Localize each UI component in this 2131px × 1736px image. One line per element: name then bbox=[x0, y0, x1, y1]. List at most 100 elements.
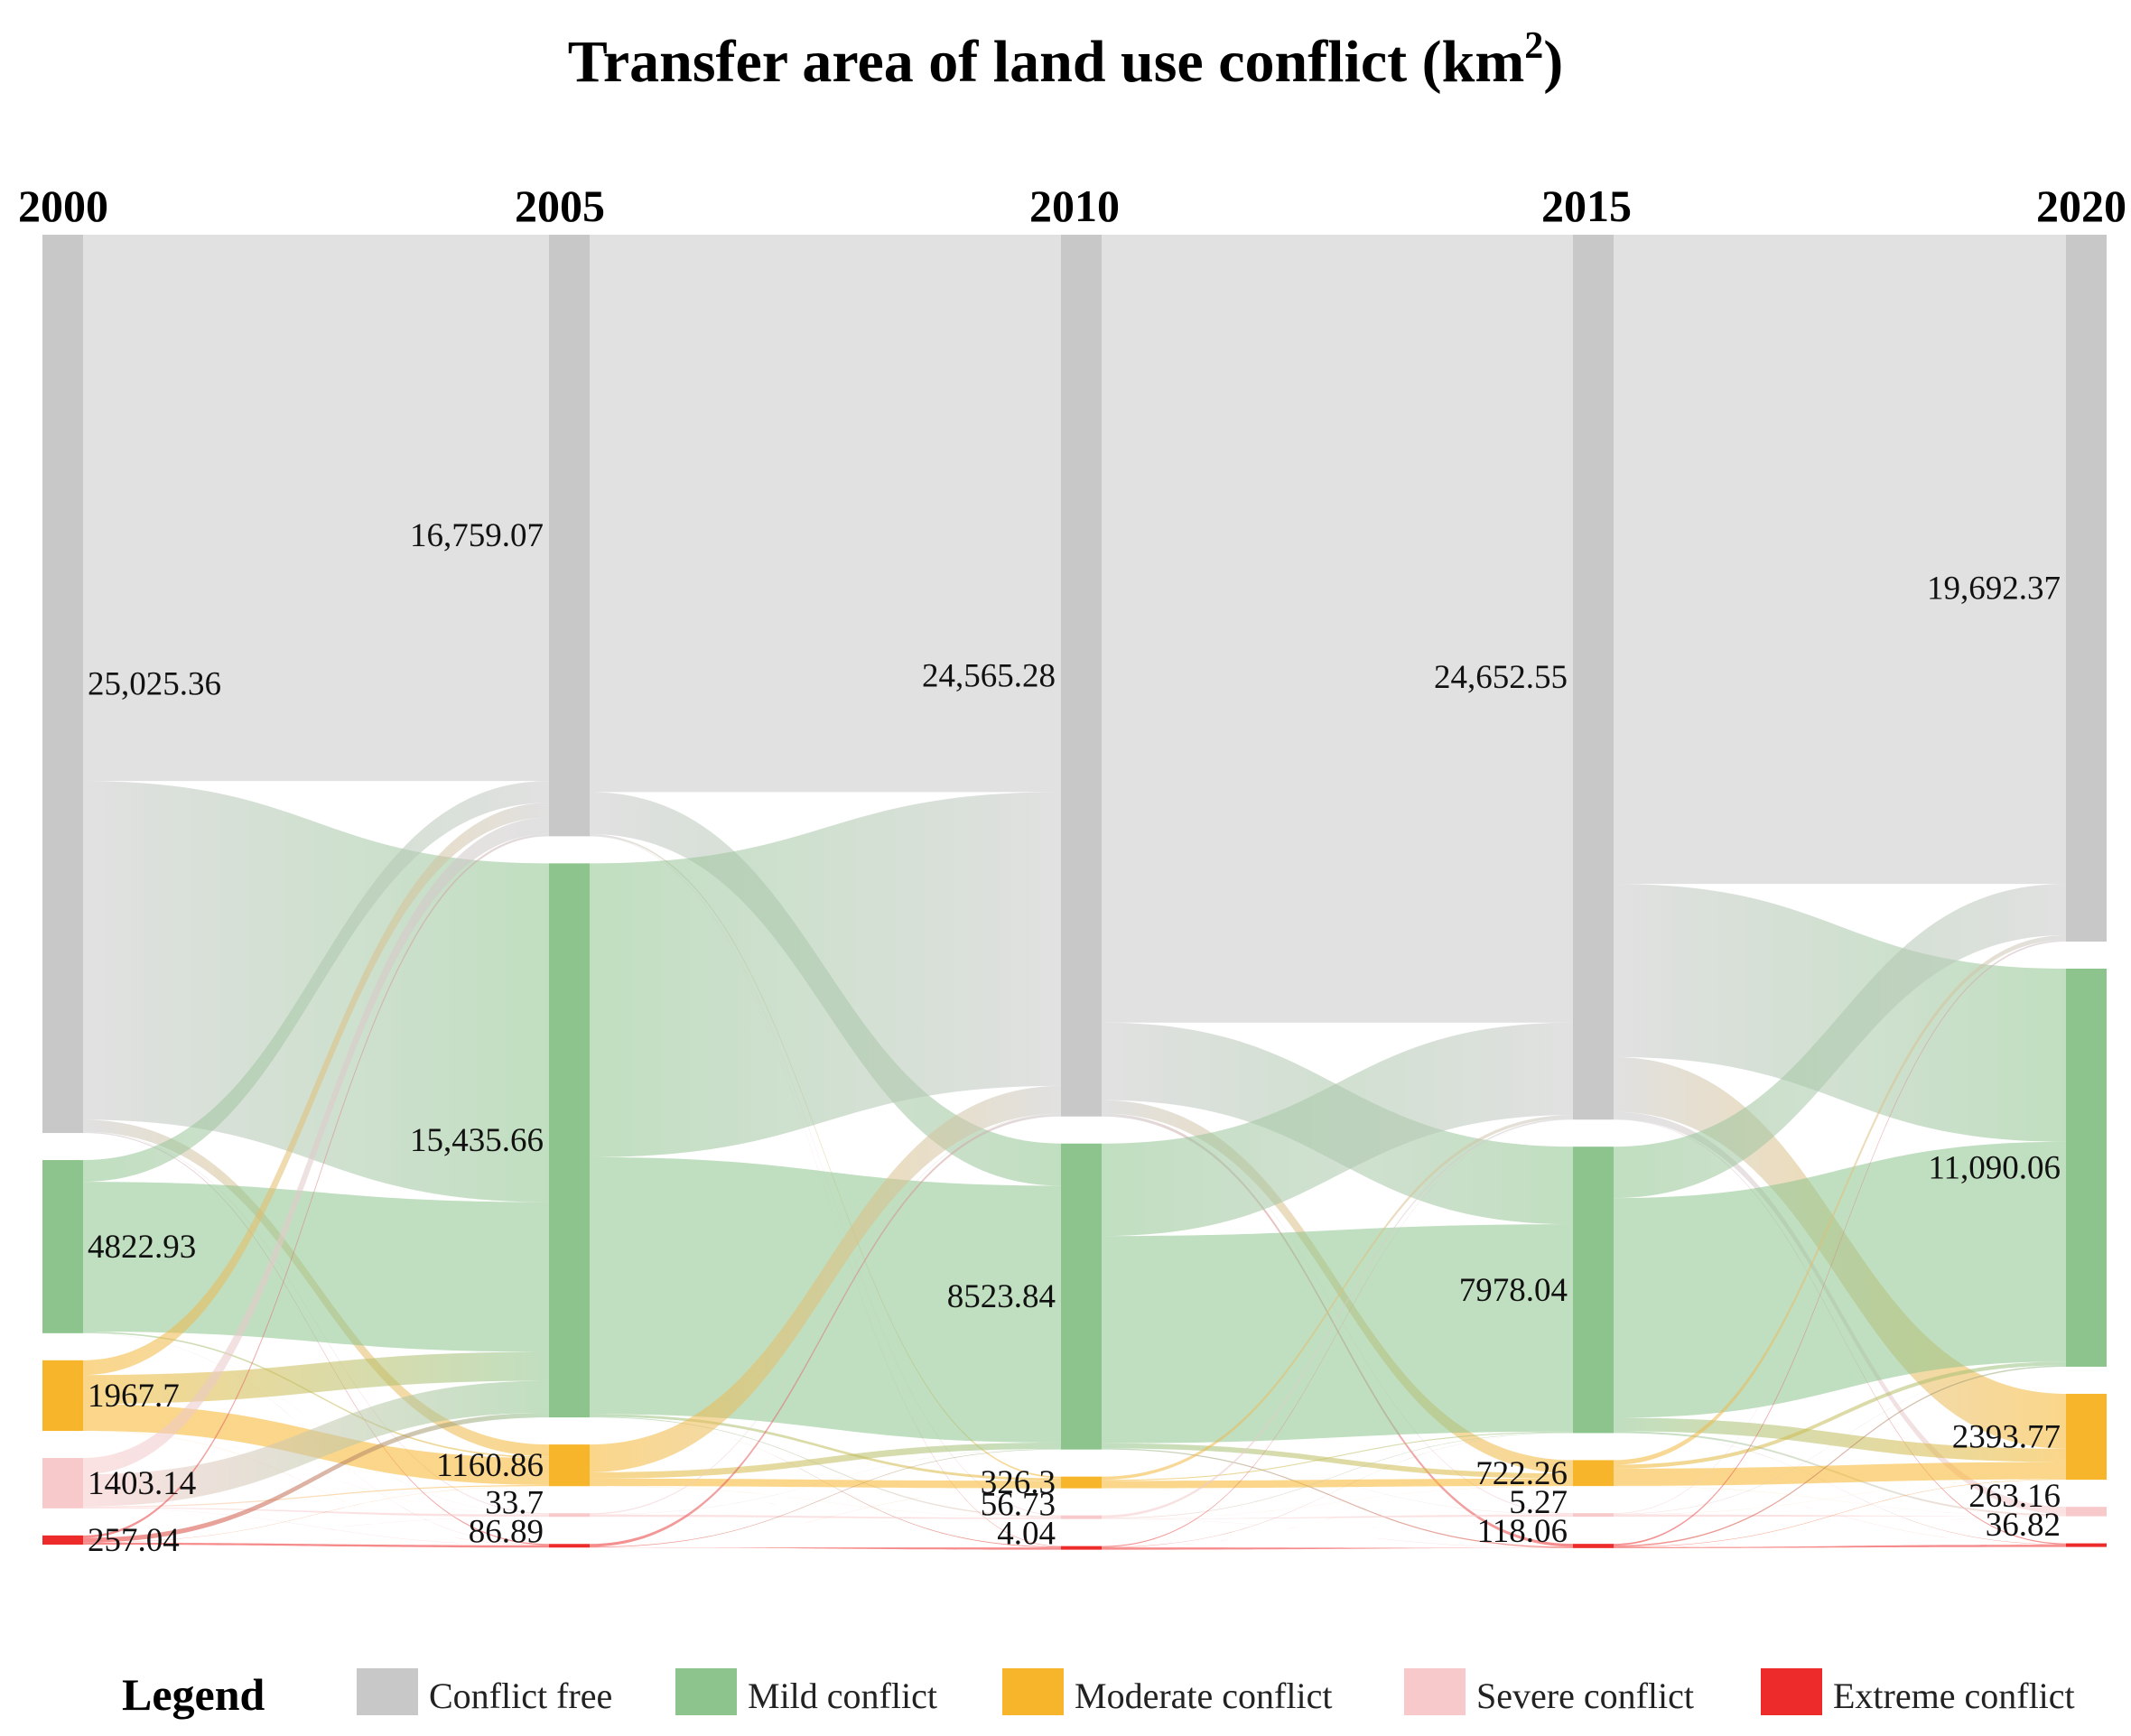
node-2015-conflict-free bbox=[1573, 235, 1614, 1120]
flow-2005-mild-conflict-to-2010-severe-conflict bbox=[590, 1416, 1061, 1518]
value-label-2010-severe-conflict: 56.73 bbox=[981, 1487, 1056, 1524]
node-2015-moderate-conflict bbox=[1573, 1460, 1614, 1487]
flow-2010-extreme-conflict-to-2015-mild-conflict bbox=[1102, 1433, 1573, 1548]
node-layer bbox=[42, 235, 2107, 1550]
value-label-2010-conflict-free: 24,565.28 bbox=[922, 657, 1056, 694]
flow-2005-extreme-conflict-to-2010-mild-conflict bbox=[590, 1449, 1061, 1548]
flow-2005-mild-conflict-to-2010-moderate-conflict bbox=[590, 1414, 1061, 1481]
flow-2010-mild-conflict-to-2015-extreme-conflict bbox=[1102, 1448, 1573, 1548]
legend-swatch-moderate-conflict bbox=[1002, 1668, 1064, 1715]
flow-2000-extreme-conflict-to-2005-extreme-conflict bbox=[83, 1542, 549, 1548]
flow-2015-extreme-conflict-to-2020-conflict-free bbox=[1614, 940, 2066, 1546]
flow-2010-severe-conflict-to-2015-mild-conflict bbox=[1102, 1432, 1573, 1519]
year-label-2005: 2005 bbox=[515, 181, 605, 231]
node-2005-moderate-conflict bbox=[549, 1444, 590, 1487]
year-label-2015: 2015 bbox=[1541, 181, 1632, 231]
value-label-2005-severe-conflict: 33.7 bbox=[485, 1484, 544, 1521]
flow-2005-severe-conflict-to-2010-severe-conflict bbox=[590, 1514, 1061, 1519]
value-label-2000-severe-conflict: 1403.14 bbox=[88, 1465, 196, 1502]
node-2010-extreme-conflict bbox=[1061, 1546, 1102, 1550]
legend-swatch-extreme-conflict bbox=[1761, 1668, 1822, 1715]
flow-2005-moderate-conflict-to-2010-mild-conflict bbox=[590, 1442, 1061, 1479]
node-2020-extreme-conflict bbox=[2066, 1543, 2107, 1547]
flow-2000-severe-conflict-to-2005-conflict-free bbox=[83, 817, 549, 1475]
value-label-2005-moderate-conflict: 1160.86 bbox=[436, 1447, 544, 1484]
flow-2015-extreme-conflict-to-2020-moderate-conflict bbox=[1614, 1479, 2066, 1547]
flow-2000-moderate-conflict-to-2005-severe-conflict bbox=[83, 1430, 549, 1515]
value-label-2020-conflict-free: 19,692.37 bbox=[1927, 570, 2061, 607]
flow-2010-severe-conflict-to-2015-moderate-conflict bbox=[1102, 1486, 1573, 1519]
flow-layer bbox=[83, 235, 2066, 1550]
node-2000-extreme-conflict bbox=[42, 1535, 83, 1546]
value-label-2015-severe-conflict: 5.27 bbox=[1509, 1484, 1568, 1521]
node-2005-severe-conflict bbox=[549, 1513, 590, 1518]
value-label-2020-extreme-conflict: 36.82 bbox=[1986, 1507, 2061, 1544]
flow-2000-severe-conflict-to-2005-mild-conflict bbox=[83, 1380, 549, 1507]
chart-title: Transfer area of land use conflict (km2) bbox=[568, 25, 1564, 95]
flow-2000-extreme-conflict-to-2005-severe-conflict bbox=[83, 1517, 549, 1543]
flow-2005-extreme-conflict-to-2010-moderate-conflict bbox=[590, 1488, 1061, 1548]
flow-2015-moderate-conflict-to-2020-severe-conflict bbox=[1614, 1485, 2066, 1517]
legend-label-mild-conflict: Mild conflict bbox=[748, 1676, 937, 1716]
value-label-2000-extreme-conflict: 257.04 bbox=[88, 1522, 180, 1559]
flow-2010-mild-conflict-to-2015-mild-conflict bbox=[1102, 1224, 1573, 1444]
flow-2010-mild-conflict-to-2015-moderate-conflict bbox=[1102, 1443, 1573, 1479]
flow-2000-extreme-conflict-to-2005-conflict-free bbox=[83, 833, 549, 1538]
flow-2000-severe-conflict-to-2005-moderate-conflict bbox=[83, 1484, 549, 1508]
flow-2010-extreme-conflict-to-2015-conflict-free bbox=[1102, 1119, 1573, 1547]
year-label-2020: 2020 bbox=[2036, 181, 2126, 231]
flow-2005-moderate-conflict-to-2010-severe-conflict bbox=[590, 1486, 1061, 1518]
value-label-2000-conflict-free: 25,025.36 bbox=[88, 666, 221, 703]
node-2020-severe-conflict bbox=[2066, 1507, 2107, 1517]
flow-2010-extreme-conflict-to-2015-extreme-conflict bbox=[1102, 1547, 1573, 1550]
flow-2000-severe-conflict-to-2005-severe-conflict bbox=[83, 1507, 549, 1518]
flow-2010-moderate-conflict-to-2015-mild-conflict bbox=[1102, 1431, 1573, 1481]
flow-2010-moderate-conflict-to-2015-conflict-free bbox=[1102, 1115, 1573, 1481]
year-axis: 2000 2005 2010 2015 2020 bbox=[18, 181, 2126, 231]
year-label-2000: 2000 bbox=[18, 181, 108, 231]
flow-2015-severe-conflict-to-2020-moderate-conflict bbox=[1614, 1479, 2066, 1515]
flow-2015-mild-conflict-to-2020-conflict-free bbox=[1614, 884, 2066, 1199]
flow-2005-extreme-conflict-to-2010-severe-conflict bbox=[590, 1518, 1061, 1548]
node-2000-severe-conflict bbox=[42, 1458, 83, 1509]
flow-2000-mild-conflict-to-2005-severe-conflict bbox=[83, 1332, 549, 1515]
flow-2005-conflict-free-to-2010-conflict-free bbox=[590, 235, 1061, 793]
value-labels: 25,025.36 4822.93 1967.7 1403.14 257.04 16,75… bbox=[88, 517, 2061, 1559]
legend-swatch-severe-conflict bbox=[1404, 1668, 1466, 1715]
flow-2005-extreme-conflict-to-2010-conflict-free bbox=[590, 1114, 1061, 1547]
node-2020-mild-conflict bbox=[2066, 968, 2107, 1367]
node-2015-mild-conflict bbox=[1573, 1147, 1614, 1434]
node-2010-moderate-conflict bbox=[1061, 1476, 1102, 1489]
flow-2005-moderate-conflict-to-2010-conflict-free bbox=[590, 1085, 1061, 1472]
flow-2005-severe-conflict-to-2010-moderate-conflict bbox=[590, 1488, 1061, 1515]
year-label-2010: 2010 bbox=[1029, 181, 1120, 231]
legend-title: Legend bbox=[122, 1669, 265, 1720]
value-label-2015-conflict-free: 24,652.55 bbox=[1434, 659, 1568, 696]
flow-2010-conflict-free-to-2015-conflict-free bbox=[1102, 235, 1573, 1023]
flow-2005-severe-conflict-to-2010-mild-conflict bbox=[590, 1448, 1061, 1515]
flow-2010-extreme-conflict-to-2015-moderate-conflict bbox=[1102, 1486, 1573, 1548]
flow-2015-extreme-conflict-to-2020-mild-conflict bbox=[1614, 1365, 2066, 1547]
flow-2000-mild-conflict-to-2005-moderate-conflict bbox=[83, 1331, 549, 1459]
value-label-2015-extreme-conflict: 118.06 bbox=[1477, 1513, 1568, 1550]
flow-2000-moderate-conflict-to-2005-conflict-free bbox=[83, 803, 549, 1376]
node-2015-extreme-conflict bbox=[1573, 1544, 1614, 1548]
flow-2000-moderate-conflict-to-2005-extreme-conflict bbox=[83, 1430, 549, 1546]
flow-2005-severe-conflict-to-2010-extreme-conflict bbox=[590, 1517, 1061, 1548]
flow-2015-mild-conflict-to-2020-mild-conflict bbox=[1614, 1141, 2066, 1418]
flow-2000-mild-conflict-to-2005-conflict-free bbox=[83, 781, 549, 1183]
value-label-2005-extreme-conflict: 86.89 bbox=[469, 1513, 544, 1550]
node-2010-conflict-free bbox=[1061, 235, 1102, 1117]
flow-2010-moderate-conflict-to-2015-extreme-conflict bbox=[1102, 1488, 1573, 1548]
flow-2015-extreme-conflict-to-2020-severe-conflict bbox=[1614, 1516, 2066, 1547]
node-2010-severe-conflict bbox=[1061, 1515, 1102, 1519]
flow-2000-mild-conflict-to-2005-mild-conflict bbox=[83, 1182, 549, 1352]
node-2005-conflict-free bbox=[549, 235, 590, 837]
flow-2015-severe-conflict-to-2020-conflict-free bbox=[1614, 940, 2066, 1514]
value-label-2020-moderate-conflict: 2393.77 bbox=[1952, 1419, 2061, 1456]
flow-2015-moderate-conflict-to-2020-conflict-free bbox=[1614, 935, 2066, 1465]
flow-2015-severe-conflict-to-2020-extreme-conflict bbox=[1614, 1517, 2066, 1546]
flow-2015-conflict-free-to-2020-mild-conflict bbox=[1614, 884, 2066, 1142]
legend-label-conflict-free: Conflict free bbox=[429, 1676, 612, 1716]
flow-2000-severe-conflict-to-2005-extreme-conflict bbox=[83, 1508, 549, 1546]
